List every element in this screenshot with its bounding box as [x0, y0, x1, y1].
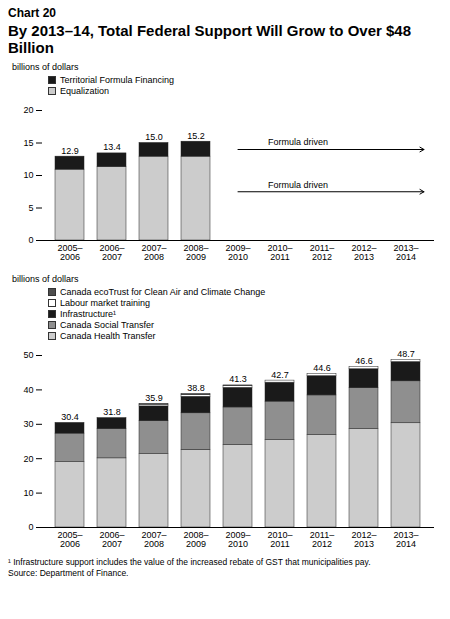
svg-text:15.2: 15.2: [187, 131, 205, 141]
svg-text:0: 0: [28, 522, 33, 532]
html-text:By 2013–14, Total Federal Supp: By 2013–14, Total Federal Support Will G…: [8, 22, 411, 56]
html-text:Equalization: Equalization: [60, 85, 109, 96]
svg-text:15: 15: [23, 138, 33, 148]
svg-text:46.6: 46.6: [355, 356, 373, 366]
html-text:Canada Social Transfer: Canada Social Transfer: [60, 319, 155, 330]
svg-text:2005–2006: 2005–2006: [57, 530, 82, 549]
html-text:Canada Health Transfer: Canada Health Transfer: [60, 330, 156, 341]
svg-text:10: 10: [23, 170, 33, 180]
svg-text:2005–2006: 2005–2006: [57, 243, 82, 262]
svg-text:2013–2014: 2013–2014: [393, 530, 418, 549]
svg-text:2009–2010: 2009–2010: [225, 243, 250, 262]
svg-text:2006–2007: 2006–2007: [99, 530, 124, 549]
svg-text:2011–2012: 2011–2012: [310, 530, 334, 549]
svg-text:Formula driven: Formula driven: [268, 180, 328, 190]
svg-text:2006–2007: 2006–2007: [99, 243, 124, 262]
html-text:Canada ecoTrust for Clean Air: Canada ecoTrust for Clean Air and Climat…: [60, 286, 266, 297]
svg-text:13.4: 13.4: [103, 142, 121, 152]
svg-text:12.9: 12.9: [61, 146, 79, 156]
svg-text:2013–2014: 2013–2014: [393, 243, 418, 262]
svg-text:35.9: 35.9: [145, 393, 163, 403]
svg-text:2010–2011: 2010–2011: [267, 530, 292, 549]
svg-text:5: 5: [28, 203, 33, 213]
svg-text:42.7: 42.7: [271, 369, 289, 379]
html-text:Chart 20: Chart 20: [8, 6, 56, 20]
svg-text:10: 10: [23, 488, 33, 498]
svg-text:38.8: 38.8: [187, 383, 205, 393]
svg-text:2011–2012: 2011–2012: [310, 243, 334, 262]
svg-text:44.6: 44.6: [313, 363, 331, 373]
svg-text:31.8: 31.8: [103, 407, 121, 417]
svg-text:15.0: 15.0: [145, 132, 163, 142]
svg-text:2010–2011: 2010–2011: [267, 243, 292, 262]
svg-text:41.3: 41.3: [229, 374, 247, 384]
svg-text:2008–2009: 2008–2009: [183, 530, 208, 549]
svg-text:Formula driven: Formula driven: [268, 137, 328, 147]
html-text:¹ Infrastructure support inclu: ¹ Infrastructure support includes the va…: [8, 557, 371, 567]
svg-text:2012–2013: 2012–2013: [351, 530, 376, 549]
svg-text:2008–2009: 2008–2009: [183, 243, 208, 262]
html-text:Territorial Formula Financing: Territorial Formula Financing: [60, 74, 174, 85]
svg-text:48.7: 48.7: [397, 349, 415, 359]
svg-text:2012–2013: 2012–2013: [351, 243, 376, 262]
svg-text:40: 40: [23, 385, 33, 395]
svg-text:50: 50: [23, 350, 33, 360]
svg-text:20: 20: [23, 105, 33, 115]
svg-text:2007–2008: 2007–2008: [141, 243, 166, 262]
svg-text:0: 0: [28, 235, 33, 245]
html-text:Labour market training: Labour market training: [60, 297, 151, 308]
svg-text:2007–2008: 2007–2008: [141, 530, 166, 549]
html-text:Source: Department of Finance.: Source: Department of Finance.: [8, 568, 129, 578]
svg-text:2009–2010: 2009–2010: [225, 530, 250, 549]
html-text:billions of dollars: billions of dollars: [12, 274, 79, 284]
html-text:Infrastructure¹: Infrastructure¹: [60, 308, 116, 319]
svg-text:30.4: 30.4: [61, 412, 79, 422]
html-text:billions of dollars: billions of dollars: [12, 62, 79, 72]
svg-text:30: 30: [23, 419, 33, 429]
svg-text:20: 20: [23, 454, 33, 464]
